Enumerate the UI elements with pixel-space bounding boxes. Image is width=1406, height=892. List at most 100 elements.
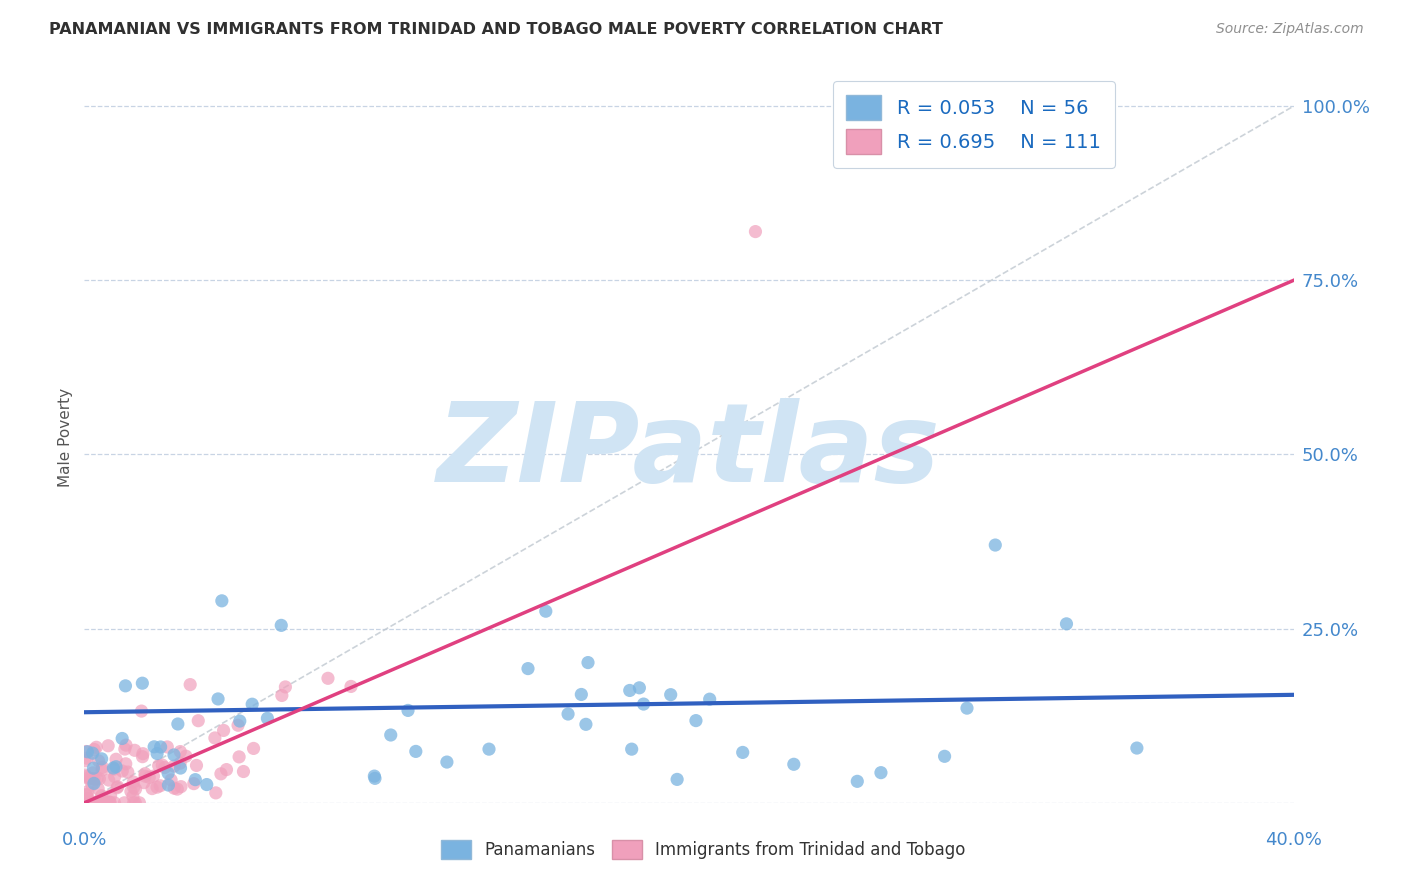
Point bbox=[274, 680, 297, 694]
Point bbox=[77, 791, 100, 805]
Point bbox=[215, 763, 238, 777]
Point bbox=[83, 742, 105, 756]
Point bbox=[80, 796, 103, 810]
Point bbox=[138, 771, 160, 785]
Point bbox=[187, 714, 209, 728]
Point bbox=[179, 677, 201, 691]
Legend: R = 0.053    N = 56, R = 0.695    N = 111: R = 0.053 N = 56, R = 0.695 N = 111 bbox=[832, 81, 1115, 168]
Point bbox=[84, 796, 107, 810]
Point bbox=[150, 758, 173, 772]
Point bbox=[75, 796, 97, 810]
Point bbox=[628, 681, 651, 695]
Point bbox=[93, 796, 115, 810]
Point bbox=[90, 752, 112, 766]
Point bbox=[186, 758, 208, 772]
Point bbox=[211, 594, 233, 608]
Text: ZIPatlas: ZIPatlas bbox=[437, 398, 941, 505]
Point bbox=[870, 765, 893, 780]
Point bbox=[83, 796, 105, 810]
Point bbox=[111, 764, 134, 778]
Point bbox=[103, 796, 125, 810]
Point bbox=[240, 697, 263, 711]
Point bbox=[846, 774, 869, 789]
Point bbox=[80, 778, 103, 792]
Point bbox=[169, 761, 191, 775]
Point bbox=[83, 796, 105, 810]
Point bbox=[89, 772, 111, 786]
Point bbox=[117, 765, 139, 780]
Point bbox=[666, 772, 689, 787]
Point bbox=[229, 714, 252, 728]
Point bbox=[87, 754, 110, 768]
Point bbox=[105, 752, 128, 766]
Point bbox=[167, 717, 190, 731]
Point bbox=[86, 740, 108, 755]
Text: 40.0%: 40.0% bbox=[1265, 830, 1322, 848]
Point bbox=[122, 789, 145, 804]
Point bbox=[534, 604, 557, 618]
Point bbox=[104, 770, 127, 784]
Point bbox=[1126, 741, 1149, 756]
Point bbox=[228, 750, 250, 764]
Point bbox=[207, 692, 229, 706]
Point bbox=[124, 796, 146, 810]
Point bbox=[91, 763, 114, 777]
Point bbox=[98, 795, 121, 809]
Point bbox=[90, 794, 112, 808]
Point bbox=[575, 717, 598, 731]
Point bbox=[153, 760, 176, 774]
Point bbox=[934, 749, 956, 764]
Point bbox=[270, 689, 292, 703]
Point bbox=[124, 781, 146, 796]
Point bbox=[183, 777, 205, 791]
Point bbox=[91, 796, 114, 810]
Point bbox=[83, 796, 105, 810]
Text: PANAMANIAN VS IMMIGRANTS FROM TRINIDAD AND TOBAGO MALE POVERTY CORRELATION CHART: PANAMANIAN VS IMMIGRANTS FROM TRINIDAD A… bbox=[49, 22, 943, 37]
Point bbox=[517, 662, 540, 676]
Point bbox=[89, 796, 111, 810]
Point bbox=[82, 765, 104, 780]
Point bbox=[76, 770, 98, 784]
Point bbox=[114, 742, 136, 756]
Point bbox=[97, 796, 120, 810]
Point bbox=[132, 747, 155, 761]
Point bbox=[131, 704, 153, 718]
Point bbox=[141, 781, 163, 796]
Point bbox=[111, 731, 134, 746]
Point bbox=[76, 751, 98, 765]
Text: Source: ZipAtlas.com: Source: ZipAtlas.com bbox=[1216, 22, 1364, 37]
Point bbox=[134, 769, 156, 783]
Point bbox=[80, 796, 103, 810]
Point bbox=[107, 780, 129, 794]
Point bbox=[576, 656, 599, 670]
Point bbox=[148, 758, 170, 772]
Point bbox=[75, 788, 97, 802]
Point bbox=[166, 782, 188, 797]
Point bbox=[157, 778, 180, 792]
Point bbox=[103, 762, 125, 776]
Point bbox=[1056, 616, 1078, 631]
Point bbox=[76, 745, 98, 759]
Point bbox=[75, 788, 97, 802]
Point bbox=[163, 781, 186, 796]
Point bbox=[242, 741, 264, 756]
Point bbox=[115, 738, 138, 752]
Point bbox=[184, 772, 207, 787]
Point bbox=[124, 743, 146, 757]
Point bbox=[364, 772, 387, 786]
Point bbox=[149, 779, 172, 793]
Point bbox=[156, 739, 179, 754]
Point bbox=[270, 618, 292, 632]
Point bbox=[340, 680, 363, 694]
Point bbox=[84, 796, 107, 810]
Point bbox=[79, 772, 101, 786]
Point bbox=[128, 796, 150, 810]
Point bbox=[122, 780, 145, 795]
Text: 0.0%: 0.0% bbox=[62, 830, 107, 848]
Point bbox=[90, 789, 112, 803]
Point bbox=[86, 772, 108, 786]
Point bbox=[84, 796, 107, 810]
Point bbox=[83, 776, 105, 790]
Point bbox=[163, 759, 186, 773]
Point bbox=[103, 761, 125, 775]
